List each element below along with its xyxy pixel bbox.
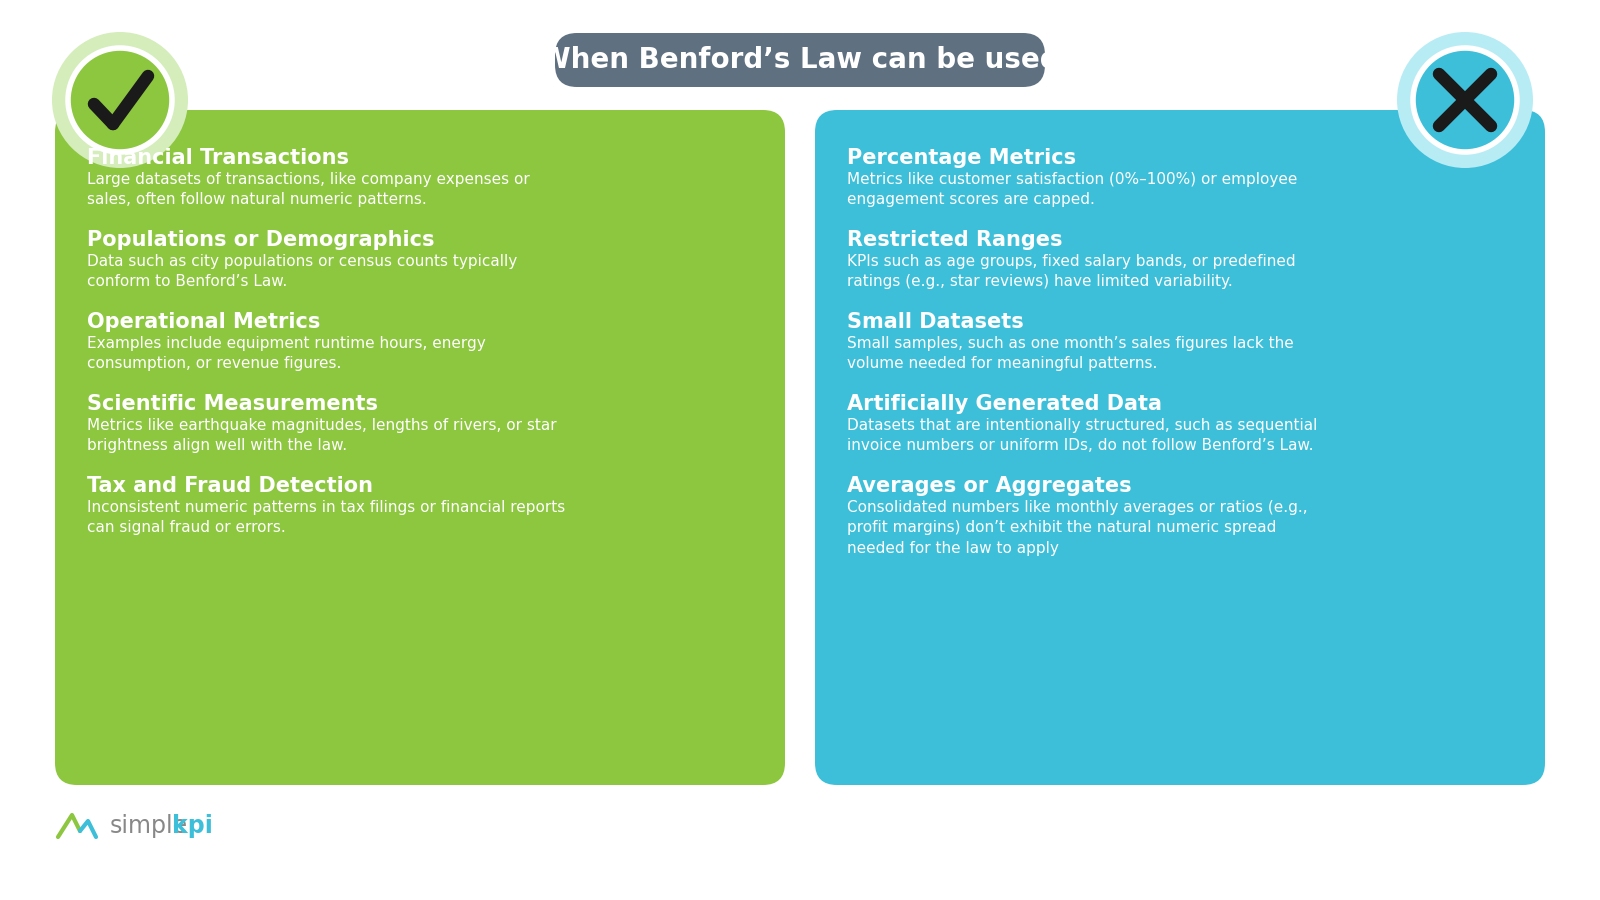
FancyBboxPatch shape — [814, 110, 1546, 785]
Text: KPIs such as age groups, fixed salary bands, or predefined
ratings (e.g., star r: KPIs such as age groups, fixed salary ba… — [846, 254, 1296, 290]
Text: Data such as city populations or census counts typically
conform to Benford’s La: Data such as city populations or census … — [86, 254, 517, 290]
Text: Small samples, such as one month’s sales figures lack the
volume needed for mean: Small samples, such as one month’s sales… — [846, 336, 1294, 372]
Text: Averages or Aggregates: Averages or Aggregates — [846, 476, 1131, 496]
Text: Metrics like customer satisfaction (0%–100%) or employee
engagement scores are c: Metrics like customer satisfaction (0%–1… — [846, 172, 1298, 207]
Circle shape — [1413, 48, 1517, 152]
Text: Small Datasets: Small Datasets — [846, 312, 1024, 332]
Text: Consolidated numbers like monthly averages or ratios (e.g.,
profit margins) don’: Consolidated numbers like monthly averag… — [846, 500, 1307, 556]
Text: Scientific Measurements: Scientific Measurements — [86, 394, 378, 414]
Text: Examples include equipment runtime hours, energy
consumption, or revenue figures: Examples include equipment runtime hours… — [86, 336, 486, 372]
Circle shape — [67, 48, 173, 152]
Circle shape — [51, 32, 189, 168]
FancyBboxPatch shape — [555, 33, 1045, 87]
Text: Populations or Demographics: Populations or Demographics — [86, 230, 435, 250]
Circle shape — [1397, 32, 1533, 168]
Text: When Benford’s Law can be used: When Benford’s Law can be used — [541, 46, 1059, 74]
Text: Artificially Generated Data: Artificially Generated Data — [846, 394, 1162, 414]
Text: Datasets that are intentionally structured, such as sequential
invoice numbers o: Datasets that are intentionally structur… — [846, 418, 1317, 454]
Text: Restricted Ranges: Restricted Ranges — [846, 230, 1062, 250]
Text: simple: simple — [110, 814, 189, 838]
Text: Financial Transactions: Financial Transactions — [86, 148, 349, 168]
Text: Percentage Metrics: Percentage Metrics — [846, 148, 1077, 168]
Text: Tax and Fraud Detection: Tax and Fraud Detection — [86, 476, 373, 496]
Text: kpi: kpi — [173, 814, 213, 838]
Text: Large datasets of transactions, like company expenses or
sales, often follow nat: Large datasets of transactions, like com… — [86, 172, 530, 207]
FancyBboxPatch shape — [54, 110, 786, 785]
Text: Inconsistent numeric patterns in tax filings or financial reports
can signal fra: Inconsistent numeric patterns in tax fil… — [86, 500, 565, 536]
Text: Metrics like earthquake magnitudes, lengths of rivers, or star
brightness align : Metrics like earthquake magnitudes, leng… — [86, 418, 557, 454]
Text: Operational Metrics: Operational Metrics — [86, 312, 320, 332]
